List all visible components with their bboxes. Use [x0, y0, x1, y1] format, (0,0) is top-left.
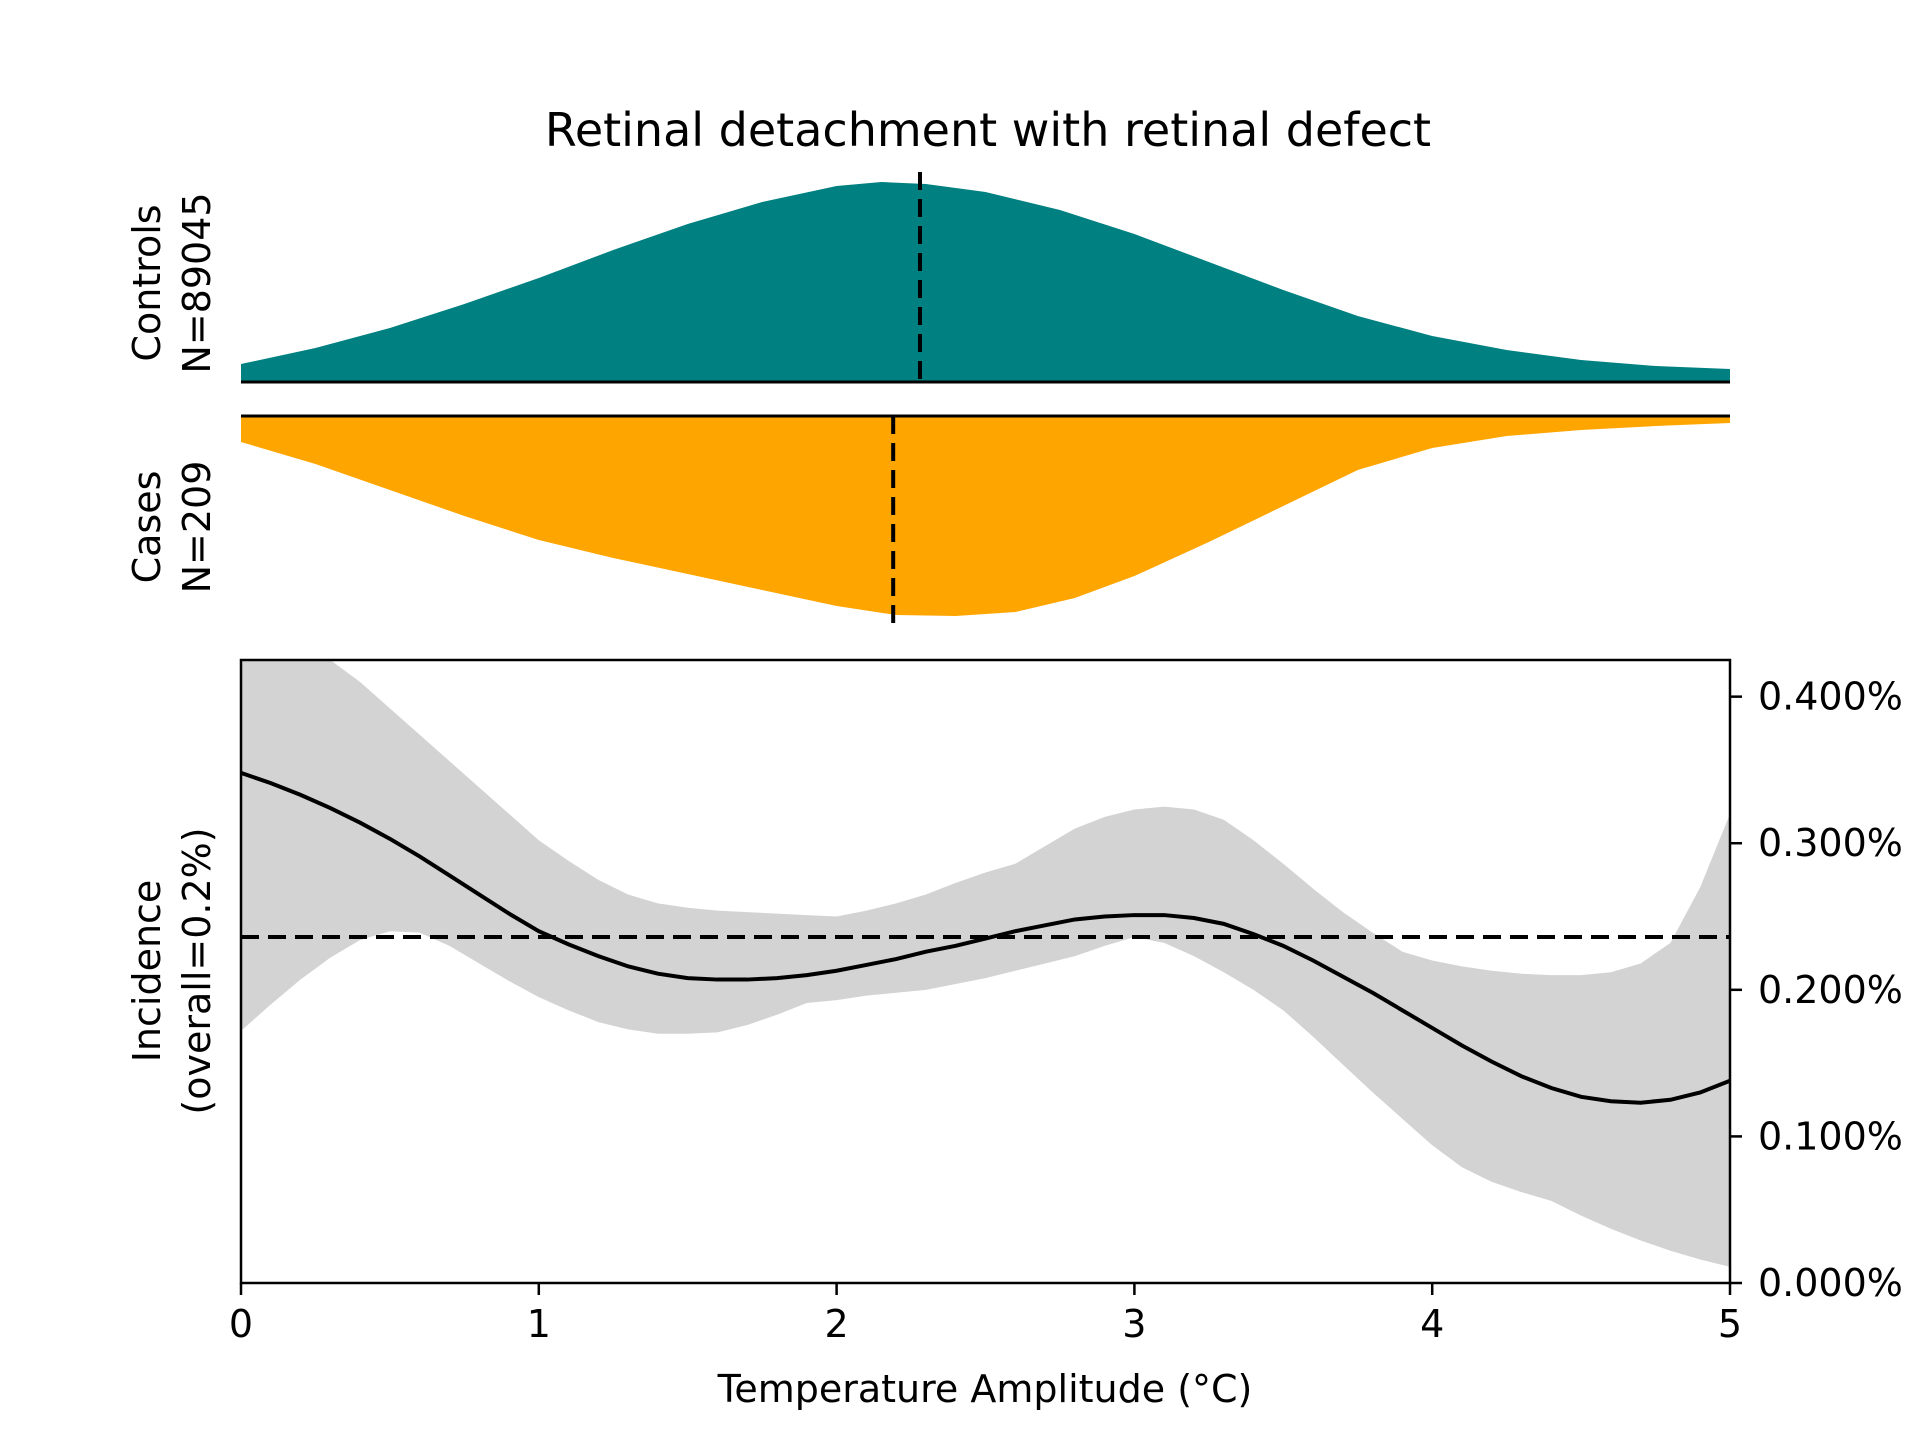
x-axis-label: Temperature Amplitude (°C) [717, 1367, 1253, 1411]
y-tick-label: 0.100% [1758, 1114, 1903, 1158]
controls-panel: Controls N=89045 [125, 172, 1730, 384]
incidence-label-line1: Incidence [125, 880, 169, 1063]
incidence-curve [241, 770, 1730, 1105]
cases-density-area [241, 416, 1730, 616]
incidence-label: Incidence (overall=0.2%) [125, 827, 219, 1114]
chart-title: Retinal detachment with retinal defect [545, 103, 1431, 157]
controls-label: Controls N=89045 [125, 192, 219, 373]
cases-panel: Cases N=209 [125, 414, 1730, 624]
x-tick-label: 1 [527, 1302, 551, 1346]
x-tick-label: 5 [1718, 1302, 1742, 1346]
x-axis: 0 1 2 3 4 5 [229, 1283, 1742, 1346]
controls-label-line1: Controls [125, 204, 169, 361]
x-tick-label: 2 [825, 1302, 849, 1346]
x-tick-label: 0 [229, 1302, 253, 1346]
cases-label-line2: N=209 [175, 461, 219, 594]
x-tick-label: 3 [1122, 1302, 1146, 1346]
incidence-panel: 0 1 2 3 4 5 0.000% 0.100% 0.200% 0.300% 0.400% Te… [125, 658, 1903, 1411]
y-tick-label: 0.000% [1758, 1261, 1903, 1305]
x-tick-label: 4 [1420, 1302, 1444, 1346]
y-axis-right: 0.000% 0.100% 0.200% 0.300% 0.400% [1730, 675, 1903, 1305]
cases-label: Cases N=209 [125, 461, 219, 594]
plot-frame [239, 658, 1732, 1285]
y-tick-label: 0.400% [1758, 675, 1903, 719]
confidence-band [241, 660, 1730, 1267]
incidence-label-line2: (overall=0.2%) [175, 827, 219, 1114]
y-tick-label: 0.300% [1758, 821, 1903, 865]
y-tick-label: 0.200% [1758, 968, 1903, 1012]
controls-density-area [241, 182, 1730, 382]
controls-label-line2: N=89045 [175, 192, 219, 373]
cases-label-line1: Cases [125, 471, 169, 584]
